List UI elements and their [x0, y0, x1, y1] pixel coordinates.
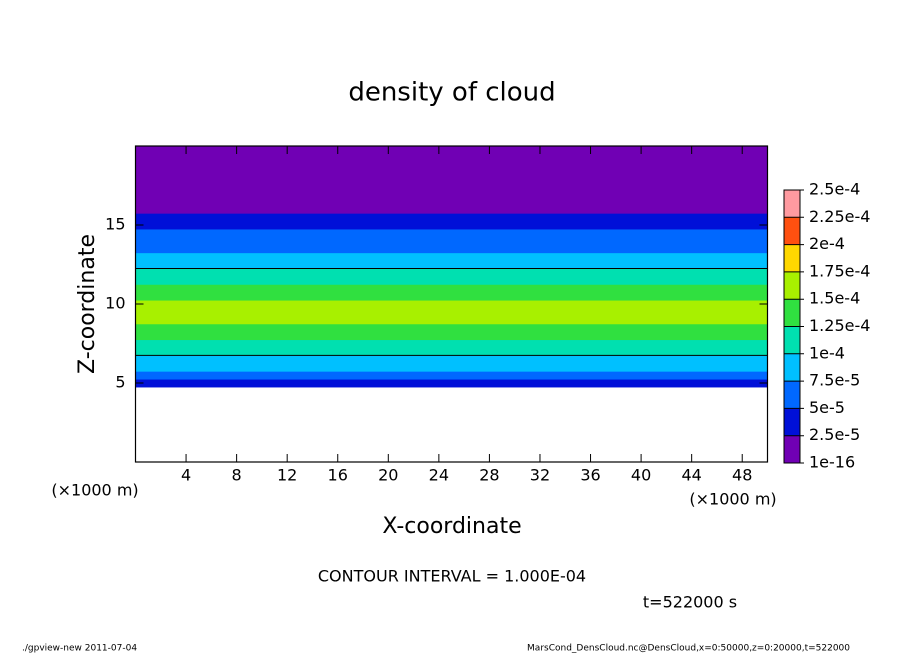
field — [135, 146, 768, 388]
y-axis-label: Z-coordinate — [75, 234, 100, 374]
colorbar-label: 7.5e-5 — [809, 371, 860, 390]
colorbar-label: 1e-4 — [809, 343, 845, 362]
cell — [135, 284, 768, 293]
cell — [135, 379, 768, 388]
cell — [135, 181, 768, 190]
footer-left: ./gpview-new 2011-07-04 — [22, 644, 137, 654]
colorbar-cell — [784, 435, 800, 463]
x-tick-label: 32 — [530, 466, 550, 485]
y-tick-label: 5 — [115, 373, 125, 392]
colorbar-label: 1e-16 — [809, 453, 855, 472]
x-tick-label: 28 — [479, 466, 499, 485]
footer-right: MarsCond_DensCloud.nc@DensCloud,x=0:5000… — [527, 644, 850, 654]
x-tick-label: 16 — [328, 466, 348, 485]
x-tick-label: 20 — [378, 466, 398, 485]
x-tick-label: 24 — [429, 466, 449, 485]
cell — [135, 252, 768, 262]
cell — [135, 197, 768, 206]
colorbar-cell — [784, 217, 800, 245]
colorbar-label: 2e-4 — [809, 234, 845, 253]
cell — [135, 228, 768, 238]
colorbar-label: 2.5e-5 — [809, 425, 860, 444]
colorbar-cell — [784, 326, 800, 354]
colorbar-label: 1.75e-4 — [809, 261, 870, 280]
colorbar-label: 5e-5 — [809, 398, 845, 417]
x-unit-label: (×1000 m) — [689, 490, 776, 509]
x-tick-label: 48 — [732, 466, 752, 485]
cell — [135, 355, 768, 364]
cell — [135, 347, 768, 356]
cell — [135, 146, 768, 151]
colorbar-label: 2.5e-4 — [809, 180, 860, 199]
colorbar-cell — [784, 353, 800, 382]
colorbar-label: 2.25e-4 — [809, 207, 870, 226]
cell — [135, 205, 768, 214]
colorbar-cell — [784, 190, 800, 218]
cell — [135, 315, 768, 325]
cell — [135, 189, 768, 198]
cell — [135, 221, 768, 230]
chart-title: density of cloud — [348, 78, 555, 108]
colorbar-cell — [784, 299, 800, 327]
y-tick-label: 10 — [105, 294, 125, 313]
cell — [135, 268, 768, 277]
x-tick-label: 36 — [580, 466, 600, 485]
x-axis-label: X-coordinate — [382, 514, 521, 539]
cell — [135, 292, 768, 301]
cell — [135, 260, 768, 269]
time-label: t=522000 s — [643, 593, 737, 612]
cell — [135, 300, 768, 309]
cell — [135, 339, 768, 348]
cell — [135, 173, 768, 183]
colorbar-label: 1.25e-4 — [809, 316, 870, 335]
y-tick-label: 15 — [105, 215, 125, 234]
x-tick-label: 40 — [631, 466, 651, 485]
cell — [135, 371, 768, 380]
x-tick-label: 8 — [232, 466, 242, 485]
colorbar-cell — [784, 381, 800, 409]
colorbar-cell — [784, 271, 800, 300]
colorbar-cell — [784, 408, 800, 436]
contour-label: CONTOUR INTERVAL = 1.000E-04 — [318, 567, 586, 586]
cell — [135, 276, 768, 285]
cell — [135, 213, 768, 222]
cell — [135, 165, 768, 175]
cell — [135, 363, 768, 372]
cell — [135, 331, 768, 341]
cell — [135, 307, 768, 317]
colorbar-label: 1.5e-4 — [809, 289, 860, 308]
x-unit-label: (×1000 m) — [51, 481, 138, 500]
colorbar-cell — [784, 244, 800, 272]
cell — [135, 157, 768, 167]
x-tick-label: 44 — [681, 466, 701, 485]
x-tick-label: 12 — [277, 466, 297, 485]
x-tick-label: 4 — [181, 466, 191, 485]
cell — [135, 244, 768, 254]
cell — [135, 149, 768, 159]
cell — [135, 323, 768, 333]
cell — [135, 236, 768, 246]
